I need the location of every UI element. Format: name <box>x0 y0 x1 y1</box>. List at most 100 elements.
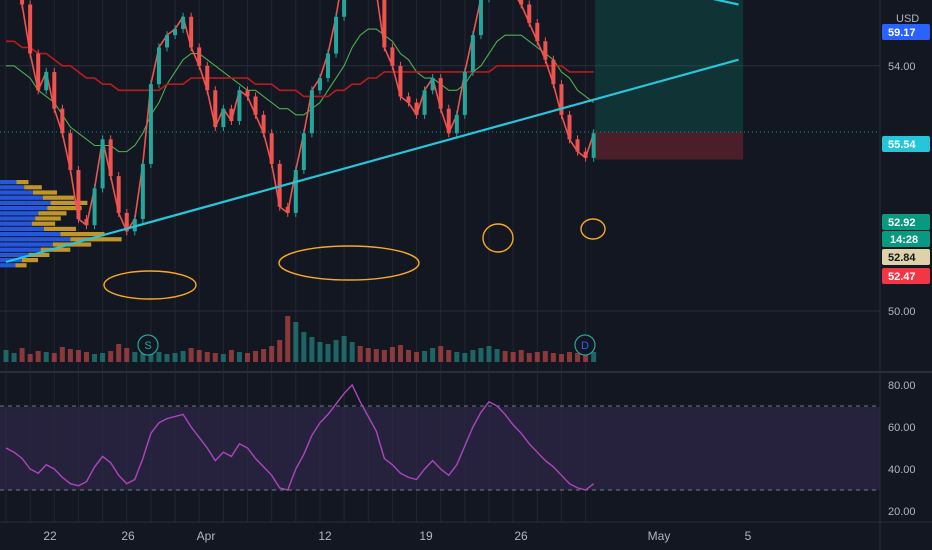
price-tick-label: 54.00 <box>888 61 916 73</box>
candle-body <box>309 90 314 134</box>
price-tag-bg <box>882 268 930 284</box>
touch-ellipse[interactable] <box>580 218 606 240</box>
volume-bar <box>43 352 49 362</box>
candle-body <box>559 84 564 115</box>
volume-bar <box>494 349 500 362</box>
candle-body <box>519 0 524 5</box>
volume-bar <box>11 353 17 362</box>
rsi-tick-label: 40.00 <box>888 464 916 476</box>
volume-bar <box>51 353 57 362</box>
candle-body <box>382 0 387 48</box>
volume-bar <box>116 344 122 362</box>
candle-body <box>140 163 145 220</box>
touch-ellipse[interactable] <box>482 223 514 253</box>
candle-body <box>76 170 81 220</box>
volume-bar <box>373 349 379 362</box>
volume-profile-bar-up <box>44 226 76 231</box>
volume-bar <box>84 352 89 362</box>
volume-bar <box>341 336 347 362</box>
volume-profile-bar <box>0 195 43 200</box>
volume-bar <box>325 344 331 362</box>
volume-bar <box>462 353 468 362</box>
price-tag: 55.54 <box>882 136 930 152</box>
volume-bar <box>196 350 202 362</box>
volume-profile-bar-up <box>42 195 75 200</box>
volume-bar <box>446 350 452 362</box>
candle-body <box>438 78 443 109</box>
candle-body <box>543 41 548 60</box>
candle-body <box>406 96 411 103</box>
candle-body <box>108 139 113 177</box>
volume-profile <box>0 180 122 268</box>
price-tag: 52.47 <box>882 268 930 284</box>
volume-bar <box>381 350 387 362</box>
candle-body <box>20 0 25 5</box>
volume-bar <box>59 347 65 362</box>
candle-body <box>285 206 290 213</box>
countdown-bg <box>882 231 930 247</box>
currency-label: USD <box>896 13 919 25</box>
volume-bar <box>349 342 355 362</box>
stop-zone[interactable] <box>595 132 744 160</box>
candle-body <box>245 90 250 97</box>
time-tick-label: 12 <box>318 529 332 543</box>
volume-bar <box>583 351 589 362</box>
volume-bar <box>591 352 597 362</box>
candle-body <box>334 16 339 54</box>
candle-body <box>317 78 322 91</box>
volume-bar <box>357 346 363 362</box>
volume-profile-bar <box>0 221 32 226</box>
split-marker-circle <box>137 334 159 356</box>
candle-body <box>132 219 137 232</box>
time-tick-label: 26 <box>514 529 528 543</box>
price-tag-bg <box>882 214 930 230</box>
volume-bar <box>454 352 460 362</box>
split-marker-label: S <box>144 340 151 352</box>
volume-bar <box>164 354 170 362</box>
volume-profile-bar-up <box>35 216 61 221</box>
candle-body <box>293 170 298 213</box>
split-marker[interactable]: S <box>137 334 159 356</box>
candle-body <box>535 22 540 42</box>
volume-bar <box>550 353 556 362</box>
dividend-marker[interactable]: D <box>574 334 596 356</box>
time-tick-label: 5 <box>745 529 752 543</box>
volume-bar <box>542 351 548 362</box>
volume-bar <box>406 350 411 362</box>
candle-body <box>261 114 266 134</box>
target-zone[interactable] <box>595 0 744 133</box>
slow-ma-line <box>6 40 594 98</box>
volume-bar <box>253 351 259 362</box>
volume-bar <box>422 351 428 362</box>
candle-body <box>269 133 274 164</box>
candle-body <box>197 47 202 66</box>
volume-bar <box>333 340 339 362</box>
candle-body <box>591 133 596 158</box>
volume-profile-bar-up <box>28 252 50 257</box>
volume-bar <box>293 322 299 362</box>
volume-profile-bar-up <box>15 263 27 268</box>
time-tick-label: 19 <box>419 529 433 543</box>
volume-bar <box>510 352 516 362</box>
volume-bar <box>204 352 210 362</box>
volume-profile-bar-up <box>33 190 57 195</box>
candle-body <box>205 65 210 91</box>
volume-bar <box>438 346 444 362</box>
candle-body <box>28 4 33 54</box>
volume-bar <box>108 351 114 362</box>
volume-profile-bar <box>0 242 53 247</box>
volume-bar <box>245 353 250 362</box>
touch-ellipse[interactable] <box>278 245 420 281</box>
volume-bar <box>140 353 146 362</box>
volume-bar <box>172 353 178 362</box>
candle-body <box>390 47 395 66</box>
touch-ellipse[interactable] <box>103 270 197 300</box>
price-tag-bg <box>882 24 930 40</box>
price-tag-bg <box>882 136 930 152</box>
lower-support-trendline[interactable] <box>5 58 739 264</box>
candle-body <box>44 71 49 91</box>
volume-bar <box>67 349 73 362</box>
price-tag-bg <box>882 249 930 265</box>
candle-body <box>165 35 169 48</box>
